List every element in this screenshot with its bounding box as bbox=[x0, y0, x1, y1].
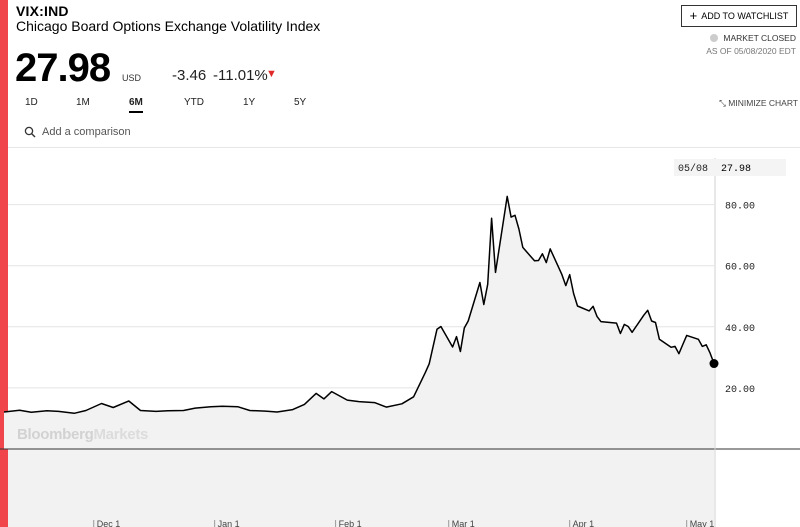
price-change-percent: -11.01% bbox=[213, 67, 268, 84]
y-tick-label: 20.00 bbox=[725, 385, 755, 396]
series-line bbox=[3, 195, 715, 415]
plus-icon: + bbox=[689, 8, 698, 23]
add-to-watchlist-label: ADD TO WATCHLIST bbox=[701, 11, 789, 21]
as-of-timestamp: AS OF 05/08/2020 EDT bbox=[706, 46, 796, 56]
range-tab-1y[interactable]: 1Y bbox=[243, 97, 256, 108]
collapse-arrows-icon: ⤡ bbox=[719, 98, 726, 108]
currency-label: USD bbox=[122, 73, 142, 83]
range-tab-5y[interactable]: 5Y bbox=[294, 97, 307, 108]
chart-top-rule bbox=[8, 147, 800, 148]
series-area bbox=[4, 196, 714, 449]
comparison-search bbox=[18, 118, 165, 148]
watermark-markets: Markets bbox=[93, 426, 149, 443]
comparison-search-input[interactable] bbox=[42, 123, 162, 141]
bloomberg-markets-watermark: BloombergMarkets bbox=[17, 426, 148, 443]
market-status-label: MARKET CLOSED bbox=[723, 33, 796, 43]
status-dot-icon bbox=[710, 34, 719, 42]
y-tick-label: 80.00 bbox=[725, 202, 755, 213]
x-tick-label: Mar 1 bbox=[452, 519, 475, 527]
ticker-symbol: VIX:IND bbox=[16, 3, 69, 19]
x-tick-label: Feb 1 bbox=[339, 519, 362, 527]
last-point-date: 05/08 bbox=[678, 163, 708, 175]
range-tab-1d[interactable]: 1D bbox=[25, 97, 38, 108]
minimize-chart-label: MINIMIZE CHART bbox=[728, 98, 798, 108]
y-tick-label: 40.00 bbox=[725, 324, 755, 335]
range-tab-1m[interactable]: 1M bbox=[76, 97, 90, 108]
range-tab-ytd[interactable]: YTD bbox=[184, 97, 204, 108]
minimize-chart-button[interactable]: ⤡ MINIMIZE CHART bbox=[719, 98, 798, 109]
range-tab-6m[interactable]: 6M bbox=[129, 97, 143, 113]
vix-price-chart[interactable]: 20.00 40.00 60.00 80.00 05/08 27.98 Dec 1 Jan 1… bbox=[0, 148, 800, 527]
y-tick-label: 60.00 bbox=[725, 263, 755, 274]
price-change: -3.46 bbox=[172, 67, 207, 84]
last-price: 27.98 bbox=[15, 46, 111, 90]
down-triangle-icon: ▼ bbox=[266, 68, 277, 80]
last-point-value: 27.98 bbox=[721, 164, 751, 175]
x-tick-label: Apr 1 bbox=[573, 519, 595, 527]
index-name: Chicago Board Options Exchange Volatilit… bbox=[16, 18, 321, 34]
watermark-bloomberg: Bloomberg bbox=[17, 426, 94, 443]
add-to-watchlist-button[interactable]: + ADD TO WATCHLIST bbox=[681, 5, 797, 27]
last-point-marker bbox=[709, 359, 719, 369]
lower-pane-area bbox=[8, 449, 714, 527]
x-tick-label: Jan 1 bbox=[218, 519, 240, 527]
last-value-tag bbox=[674, 159, 786, 176]
x-tick-label: May 1 bbox=[690, 519, 715, 527]
market-status: MARKET CLOSED bbox=[710, 33, 796, 43]
accent-bar bbox=[0, 0, 8, 527]
search-icon bbox=[24, 126, 36, 138]
x-tick-label: Dec 1 bbox=[97, 519, 121, 527]
